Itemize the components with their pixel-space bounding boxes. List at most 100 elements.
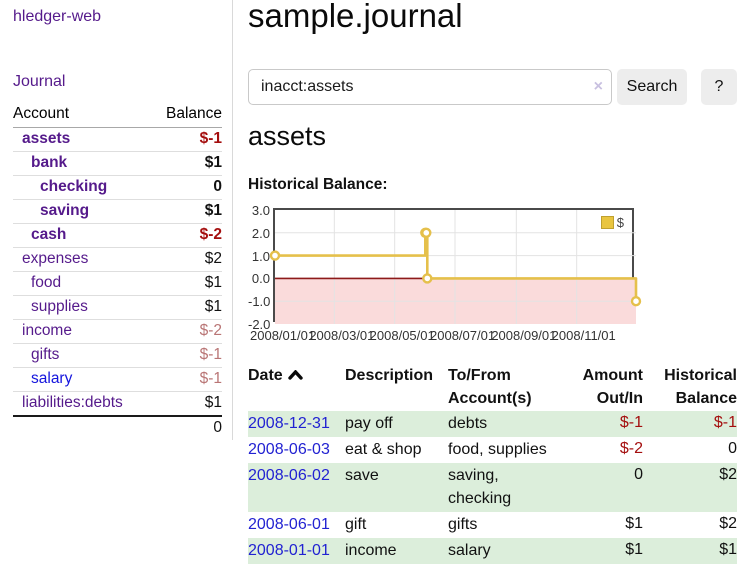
register-balance-cell: $2: [643, 463, 737, 512]
x-tick-label: 2008/05/01: [369, 328, 435, 343]
chart-legend: $: [598, 214, 626, 231]
account-link[interactable]: saving: [40, 202, 90, 219]
accounts-header-row: Account Balance: [13, 103, 222, 128]
register-row: 2008-06-01 gift gifts $1 $2: [248, 512, 737, 538]
chart-svg: [269, 210, 642, 324]
y-tick-label: -1.0: [248, 294, 271, 310]
app-title-link[interactable]: hledger-web: [13, 8, 102, 25]
search-button[interactable]: Search: [617, 69, 687, 105]
register-header-row: Date Description To/From Account(s) Amou…: [248, 364, 737, 411]
register-header-amount: Amount Out/In: [582, 367, 643, 407]
register-header-date[interactable]: Date: [248, 364, 345, 411]
account-name-cell: income: [13, 319, 152, 344]
account-row-salary: salary $-1: [13, 367, 222, 392]
register-amount-cell: $-2: [619, 440, 643, 457]
clear-search-icon[interactable]: ×: [593, 78, 603, 95]
account-link[interactable]: supplies: [31, 298, 88, 315]
register-accounts-cell: salary: [448, 538, 568, 564]
account-balance: $1: [151, 151, 222, 176]
account-name-cell: assets: [13, 127, 152, 152]
y-tick-label: 1.0: [251, 248, 270, 264]
account-balance: $1: [151, 271, 222, 296]
register-description-cell: eat & shop: [345, 441, 422, 458]
y-tick-label: 3.0: [251, 203, 270, 218]
x-tick-label: 2008/11/01: [551, 328, 616, 343]
account-link[interactable]: assets: [22, 130, 71, 147]
register-header-description: Description: [345, 367, 434, 384]
register-balance-cell: $2: [719, 515, 737, 532]
accounts-header-account: Account: [13, 103, 152, 128]
account-name-cell: checking: [13, 175, 152, 200]
register-description-cell: gift: [345, 516, 367, 533]
account-link[interactable]: gifts: [31, 346, 60, 363]
accounts-table: Account Balance assets $-1 bank $1 checking 0…: [13, 103, 222, 440]
account-row-expenses: expenses $2: [13, 247, 222, 272]
account-row-cash: cash $-2: [13, 223, 222, 248]
register-accounts-cell: gifts: [448, 516, 478, 533]
register-date-cell: 2008-06-02: [248, 463, 345, 512]
register-row: 2008-06-02 save saving, checking 0 $2: [248, 463, 737, 512]
accounts-header-balance: Balance: [151, 103, 222, 128]
account-name-cell: salary: [13, 367, 152, 392]
account-row-liabilities-debts: liabilities:debts $1: [13, 391, 222, 417]
transaction-date-link[interactable]: 2008-01-01: [248, 542, 330, 559]
accounts-total-value: 0: [213, 419, 222, 436]
help-button[interactable]: ?: [701, 69, 737, 105]
register-accounts-cell: saving, checking: [448, 463, 568, 512]
register-balance-cell: $1: [643, 538, 737, 564]
register-header-accounts: To/From Account(s): [448, 367, 532, 407]
register-tbody: 2008-12-31 pay off debts $-1 $-1 2008-06-03 ea…: [248, 411, 737, 564]
account-row-supplies: supplies $1: [13, 295, 222, 320]
account-name-cell: supplies: [13, 295, 152, 320]
account-name-cell: liabilities:debts: [13, 391, 152, 417]
register-amount-cell: $1: [625, 515, 643, 532]
legend-label: $: [616, 215, 624, 230]
register-row: 2008-01-01 income salary $1 $1: [248, 538, 737, 564]
y-tick-label: 0.0: [251, 271, 270, 287]
account-name-cell: saving: [13, 199, 152, 224]
register-amount-cell: $1: [568, 538, 643, 564]
register-date-cell: 2008-01-01: [248, 538, 345, 564]
account-link[interactable]: liabilities:debts: [22, 394, 123, 411]
search-row: × Search ?: [248, 69, 742, 105]
account-row-checking: checking 0: [13, 175, 222, 200]
x-tick-label: 2008/01/01: [250, 328, 316, 343]
transaction-date-link[interactable]: 2008-06-02: [248, 467, 330, 484]
register-row: 2008-06-03 eat & shop food, supplies $-2 0: [248, 437, 737, 463]
search-wrap: ×: [248, 69, 612, 105]
search-input[interactable]: [248, 69, 612, 105]
accounts-tbody: assets $-1 bank $1 checking 0 saving $1 cash $-2 e…: [13, 127, 222, 417]
transaction-date-link[interactable]: 2008-06-01: [248, 516, 330, 533]
nav-journal-link[interactable]: Journal: [13, 73, 66, 90]
main-pane: sample.journal × Search ? assets Histori…: [248, 0, 742, 582]
register-account-title: assets: [248, 121, 327, 151]
account-link[interactable]: expenses: [22, 250, 89, 267]
account-balance: $-1: [151, 367, 222, 392]
account-link[interactable]: food: [31, 274, 62, 291]
transaction-date-link[interactable]: 2008-12-31: [248, 415, 330, 432]
account-balance: $-1: [151, 127, 222, 152]
account-link[interactable]: checking: [40, 178, 108, 195]
sidebar: hledger-web Journal Account Balance asse…: [0, 0, 233, 440]
account-balance: 0: [151, 175, 222, 200]
account-balance: $2: [151, 247, 222, 272]
register-date-cell: 2008-06-03: [248, 437, 345, 463]
register-accounts-cell: food, supplies: [448, 441, 547, 458]
account-balance: $1: [151, 391, 222, 417]
account-row-bank: bank $1: [13, 151, 222, 176]
register-description-cell: save: [345, 463, 448, 512]
register-row: 2008-12-31 pay off debts $-1 $-1: [248, 411, 737, 437]
accounts-total-row: 0: [13, 416, 222, 440]
x-tick-label: 2008/07/01: [430, 328, 496, 343]
account-link[interactable]: salary: [31, 370, 73, 387]
account-link[interactable]: income: [22, 322, 72, 339]
historical-balance-label: Historical Balance:: [248, 176, 388, 193]
account-balance: $-2: [151, 223, 222, 248]
account-row-income: income $-2: [13, 319, 222, 344]
transaction-date-link[interactable]: 2008-06-03: [248, 441, 330, 458]
account-link[interactable]: bank: [31, 154, 68, 171]
account-link[interactable]: cash: [31, 226, 67, 243]
account-balance: $-2: [151, 319, 222, 344]
account-balance: $1: [151, 295, 222, 320]
page-title: sample.journal: [248, 0, 463, 34]
